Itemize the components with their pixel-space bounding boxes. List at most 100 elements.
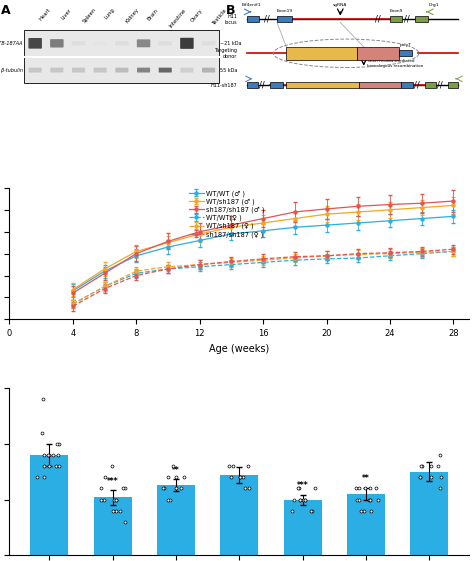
Text: ***: ***: [107, 477, 118, 486]
Point: [44, 450, 52, 459]
Text: Liver: Liver: [60, 7, 72, 20]
Point: [40, 473, 47, 482]
Point: [49, 450, 56, 459]
Point: [55, 462, 63, 471]
Point: [296, 495, 303, 504]
Point: [416, 473, 424, 482]
Point: [100, 495, 108, 504]
Text: H11-sh187: H11-sh187: [210, 82, 237, 88]
Point: [97, 484, 105, 493]
FancyBboxPatch shape: [72, 68, 85, 72]
Bar: [390, 16, 402, 22]
Point: [308, 506, 316, 515]
Point: [434, 462, 442, 471]
FancyBboxPatch shape: [159, 68, 172, 72]
Point: [53, 439, 61, 448]
Point: [356, 495, 363, 504]
Point: [427, 473, 435, 482]
Bar: [286, 82, 359, 89]
Point: [366, 484, 374, 493]
Bar: [359, 82, 401, 89]
Point: [160, 484, 167, 493]
Legend: WT/WT (♂ ), WT/sh187 (♂ ), sh187/sh187 (♂ ), WT/WT(♀ ), WT/sh187 (♀ ), sh187/sh1: WT/WT (♂ ), WT/sh187 (♂ ), sh187/sh187 (…: [188, 188, 266, 239]
FancyBboxPatch shape: [93, 42, 107, 45]
Text: U6
promoter: U6 promoter: [310, 48, 333, 59]
Point: [354, 495, 361, 504]
Point: [245, 462, 252, 471]
FancyBboxPatch shape: [181, 68, 193, 72]
FancyBboxPatch shape: [137, 68, 150, 72]
FancyBboxPatch shape: [50, 39, 64, 48]
Point: [225, 462, 233, 471]
Point: [236, 473, 244, 482]
Point: [102, 473, 109, 482]
Point: [164, 495, 172, 504]
X-axis label: Age (weeks): Age (weeks): [209, 344, 270, 353]
FancyBboxPatch shape: [115, 68, 128, 72]
Point: [53, 462, 60, 471]
Point: [366, 495, 374, 504]
Point: [33, 473, 41, 482]
Point: [237, 473, 244, 482]
Bar: [399, 50, 412, 57]
Text: Kidney: Kidney: [125, 7, 140, 24]
Point: [181, 473, 188, 482]
Bar: [25, 30, 219, 84]
Point: [41, 462, 48, 471]
Point: [374, 495, 382, 504]
Point: [352, 484, 360, 493]
FancyBboxPatch shape: [202, 68, 215, 72]
Bar: [30, 455, 68, 555]
Point: [294, 484, 302, 493]
Text: B: B: [226, 4, 235, 17]
Text: sh187AA: sh187AA: [367, 51, 389, 56]
FancyBboxPatch shape: [115, 41, 128, 45]
Point: [55, 439, 63, 448]
Point: [296, 495, 304, 504]
Text: Exon19: Exon19: [276, 9, 292, 13]
Point: [169, 462, 176, 471]
Point: [172, 473, 180, 482]
Bar: [415, 16, 428, 22]
Text: Spleen: Spleen: [82, 7, 97, 24]
Text: Exon9: Exon9: [389, 9, 402, 13]
Point: [39, 395, 47, 404]
Point: [166, 495, 173, 504]
Text: Eif4enif1: Eif4enif1: [241, 3, 261, 7]
Bar: [357, 47, 399, 59]
Point: [46, 462, 53, 471]
Bar: [94, 498, 132, 555]
Bar: [284, 500, 322, 555]
Bar: [246, 16, 259, 22]
Point: [355, 484, 363, 493]
Text: Heart: Heart: [38, 7, 52, 22]
Point: [119, 484, 127, 493]
FancyBboxPatch shape: [94, 68, 107, 72]
Point: [116, 506, 124, 515]
Text: //: //: [404, 15, 410, 24]
Point: [40, 450, 48, 459]
Text: //: //: [375, 15, 381, 24]
FancyBboxPatch shape: [50, 68, 64, 72]
Point: [301, 495, 309, 504]
Point: [121, 484, 129, 493]
Bar: [270, 82, 283, 88]
Point: [311, 484, 319, 493]
FancyBboxPatch shape: [72, 41, 85, 45]
Point: [108, 462, 116, 471]
Bar: [425, 82, 437, 88]
Text: H11
locus: H11 locus: [225, 13, 237, 25]
Point: [164, 473, 172, 482]
Text: β-tubulin: β-tubulin: [1, 67, 23, 72]
Point: [366, 495, 374, 504]
Point: [239, 473, 246, 482]
Point: [177, 484, 185, 493]
Point: [109, 506, 117, 515]
Point: [360, 506, 367, 515]
Point: [288, 506, 295, 515]
Point: [299, 495, 307, 504]
Point: [245, 484, 253, 493]
Point: [112, 495, 120, 504]
Point: [372, 484, 379, 493]
Text: Drg1: Drg1: [429, 3, 439, 7]
